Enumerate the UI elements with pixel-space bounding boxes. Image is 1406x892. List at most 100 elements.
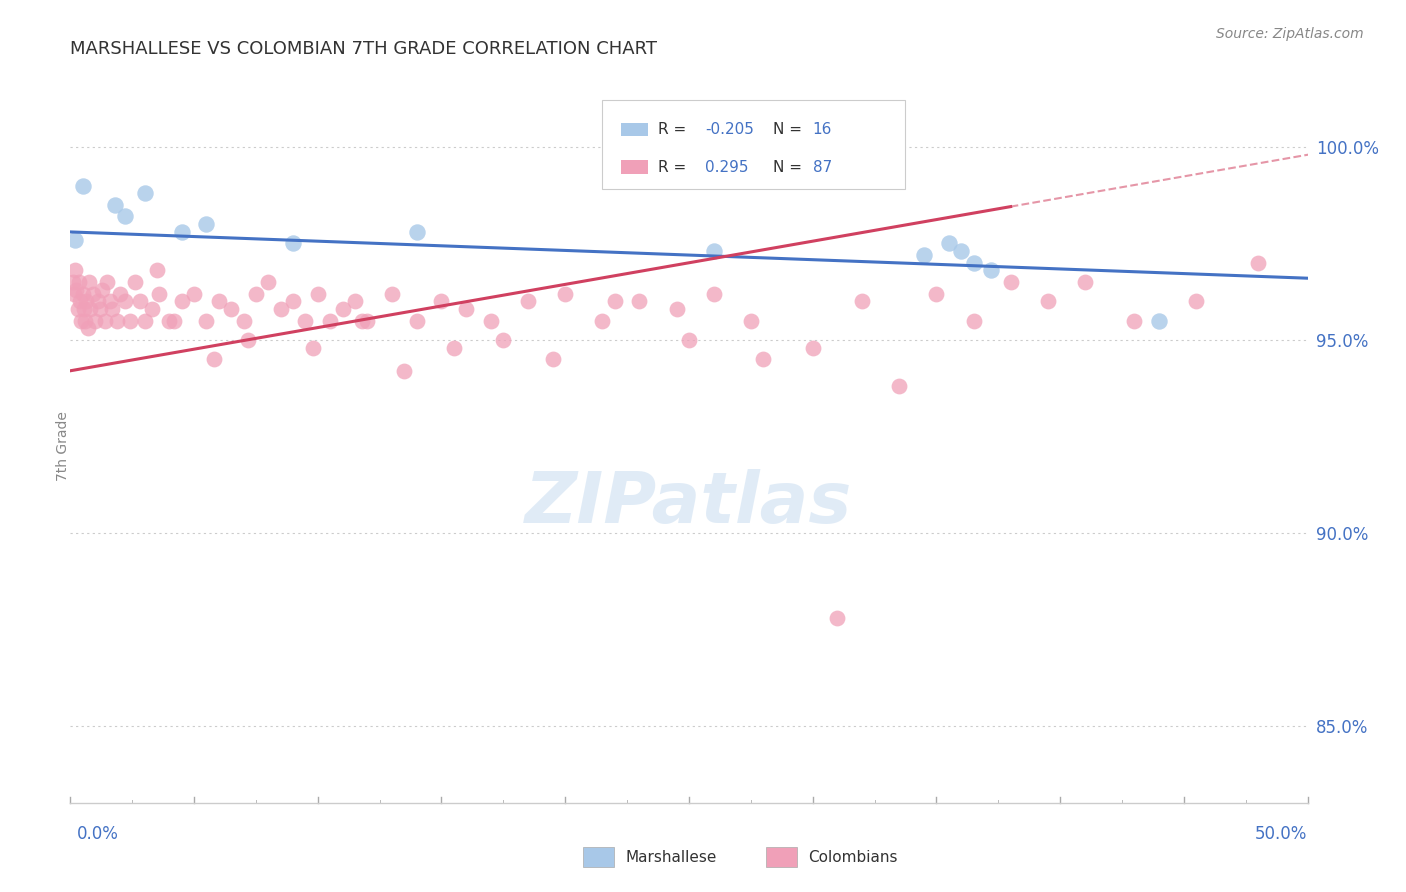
Point bbox=[146, 263, 169, 277]
Point bbox=[628, 294, 651, 309]
Point bbox=[96, 275, 118, 289]
Point bbox=[430, 294, 453, 309]
Point bbox=[195, 313, 218, 327]
Point bbox=[66, 301, 89, 316]
Point bbox=[72, 286, 94, 301]
Point bbox=[980, 263, 1002, 277]
Text: Marshallese: Marshallese bbox=[626, 850, 717, 864]
Point bbox=[950, 244, 973, 259]
Point bbox=[1147, 313, 1170, 327]
Point bbox=[851, 294, 873, 309]
Point bbox=[238, 333, 260, 347]
Point bbox=[352, 313, 374, 327]
Point bbox=[148, 286, 170, 301]
Point bbox=[1036, 294, 1059, 309]
Point bbox=[517, 294, 540, 309]
Point bbox=[114, 294, 136, 309]
Text: -0.205: -0.205 bbox=[704, 122, 754, 136]
Point bbox=[208, 294, 231, 309]
Point bbox=[381, 286, 404, 301]
Point bbox=[219, 301, 242, 316]
Point bbox=[889, 379, 911, 393]
Point bbox=[195, 217, 218, 231]
Point bbox=[77, 275, 100, 289]
Point bbox=[827, 610, 849, 624]
Point bbox=[157, 313, 180, 327]
Point bbox=[105, 313, 128, 327]
Point bbox=[94, 313, 117, 327]
Point bbox=[232, 313, 254, 327]
Point bbox=[134, 186, 156, 201]
Point bbox=[70, 313, 93, 327]
FancyBboxPatch shape bbox=[602, 100, 905, 189]
Point bbox=[76, 321, 98, 335]
Point bbox=[912, 248, 935, 262]
Point bbox=[1247, 256, 1270, 270]
Point bbox=[257, 275, 280, 289]
Point bbox=[128, 294, 150, 309]
Point bbox=[1000, 275, 1022, 289]
Point bbox=[938, 236, 960, 251]
Point bbox=[443, 341, 465, 355]
Point bbox=[163, 313, 186, 327]
Point bbox=[1074, 275, 1097, 289]
Point bbox=[65, 283, 87, 297]
Point bbox=[270, 301, 292, 316]
Point bbox=[603, 294, 626, 309]
Text: 87: 87 bbox=[813, 160, 832, 175]
Point bbox=[752, 352, 775, 367]
Point bbox=[962, 256, 984, 270]
Point bbox=[665, 301, 688, 316]
Text: ZIPatlas: ZIPatlas bbox=[526, 468, 852, 538]
Point bbox=[356, 313, 378, 327]
Point bbox=[301, 341, 323, 355]
Point bbox=[319, 313, 342, 327]
Point bbox=[678, 333, 700, 347]
Point bbox=[703, 286, 725, 301]
Point bbox=[479, 313, 502, 327]
Point bbox=[108, 286, 131, 301]
Point bbox=[307, 286, 329, 301]
Point bbox=[104, 198, 127, 212]
Point bbox=[394, 364, 416, 378]
Point bbox=[72, 178, 94, 193]
Point bbox=[294, 313, 316, 327]
Point bbox=[65, 263, 87, 277]
Text: 50.0%: 50.0% bbox=[1256, 825, 1308, 843]
Text: N =: N = bbox=[773, 122, 807, 136]
Point bbox=[1123, 313, 1146, 327]
Point bbox=[405, 225, 427, 239]
Point bbox=[124, 275, 146, 289]
Point bbox=[84, 313, 107, 327]
Point bbox=[67, 275, 90, 289]
Y-axis label: 7th Grade: 7th Grade bbox=[56, 411, 70, 481]
Point bbox=[801, 341, 824, 355]
Point bbox=[65, 233, 87, 247]
Point bbox=[332, 301, 354, 316]
Point bbox=[82, 286, 104, 301]
Point bbox=[962, 313, 984, 327]
Point bbox=[75, 313, 97, 327]
Text: 0.0%: 0.0% bbox=[77, 825, 120, 843]
Point bbox=[118, 313, 141, 327]
Point bbox=[89, 301, 111, 316]
Point bbox=[73, 301, 96, 316]
Point bbox=[101, 301, 124, 316]
Text: MARSHALLESE VS COLOMBIAN 7TH GRADE CORRELATION CHART: MARSHALLESE VS COLOMBIAN 7TH GRADE CORRE… bbox=[70, 40, 657, 58]
Point bbox=[79, 301, 101, 316]
Point bbox=[134, 313, 156, 327]
Point bbox=[183, 286, 205, 301]
Point bbox=[202, 352, 225, 367]
Point bbox=[554, 286, 576, 301]
Point bbox=[245, 286, 267, 301]
Point bbox=[98, 294, 121, 309]
Point bbox=[170, 294, 193, 309]
Point bbox=[456, 301, 478, 316]
Point bbox=[62, 275, 84, 289]
Text: 16: 16 bbox=[813, 122, 832, 136]
Point bbox=[75, 294, 97, 309]
Point bbox=[63, 286, 86, 301]
Point bbox=[170, 225, 193, 239]
Text: R =: R = bbox=[658, 122, 692, 136]
Text: Source: ZipAtlas.com: Source: ZipAtlas.com bbox=[1216, 27, 1364, 41]
